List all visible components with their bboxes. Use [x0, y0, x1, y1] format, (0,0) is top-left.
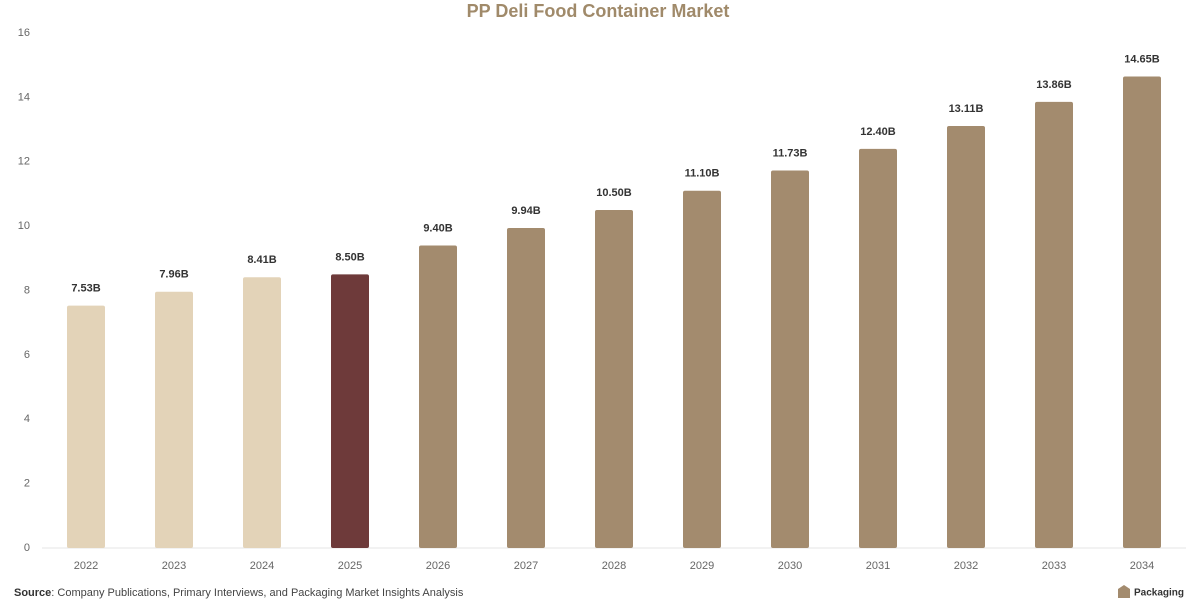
y-tick-label: 16 — [18, 27, 30, 39]
x-tick-label: 2028 — [602, 560, 626, 572]
bar — [595, 210, 633, 548]
source-label: Source — [14, 587, 51, 599]
x-tick-label: 2022 — [74, 560, 98, 572]
bar — [1035, 101, 1073, 548]
x-tick-label: 2032 — [954, 560, 978, 572]
logo-text: Packaging — [1134, 588, 1184, 599]
x-tick-label: 2024 — [250, 560, 274, 572]
value-label: 8.41B — [247, 254, 276, 266]
value-label: 7.53B — [71, 283, 100, 295]
bar — [155, 291, 193, 548]
value-label: 13.11B — [949, 103, 984, 115]
bar — [771, 170, 809, 549]
x-tick-label: 2034 — [1130, 560, 1154, 572]
bar — [683, 190, 721, 548]
x-tick-label: 2026 — [426, 560, 450, 572]
bar — [859, 148, 897, 548]
value-label: 10.50B — [596, 187, 632, 199]
y-tick-label: 10 — [18, 220, 30, 232]
bar — [419, 245, 457, 548]
value-label: 8.50B — [335, 251, 364, 263]
x-tick-label: 2033 — [1042, 560, 1066, 572]
x-tick-label: 2030 — [778, 560, 802, 572]
bar — [331, 274, 369, 548]
y-tick-label: 12 — [18, 156, 30, 168]
y-tick-label: 0 — [24, 542, 30, 554]
x-tick-label: 2029 — [690, 560, 714, 572]
x-tick-label: 2031 — [866, 560, 890, 572]
value-label: 14.65B — [1124, 53, 1160, 65]
bar — [947, 126, 985, 548]
x-tick-label: 2023 — [162, 560, 186, 572]
y-tick-label: 4 — [24, 413, 30, 425]
x-tick-label: 2025 — [338, 560, 362, 572]
value-label: 12.40B — [860, 126, 896, 138]
value-label: 13.86B — [1036, 79, 1072, 91]
value-label: 9.40B — [423, 222, 452, 234]
value-label: 7.96B — [159, 269, 188, 281]
value-label: 11.10B — [685, 168, 720, 180]
value-label: 9.94B — [511, 205, 540, 217]
y-tick-label: 6 — [24, 349, 30, 361]
y-tick-label: 2 — [24, 478, 30, 490]
logo-icon — [1118, 585, 1130, 598]
bar — [67, 305, 105, 548]
bar — [243, 277, 281, 548]
source-text: : Company Publications, Primary Intervie… — [51, 587, 464, 599]
y-tick-label: 8 — [24, 284, 30, 296]
y-tick-label: 14 — [18, 91, 30, 103]
chart-title: PP Deli Food Container Market — [467, 1, 730, 21]
bar — [507, 228, 545, 548]
bar — [1123, 76, 1161, 548]
x-tick-label: 2027 — [514, 560, 538, 572]
source: Source: Company Publications, Primary In… — [14, 587, 464, 599]
value-label: 11.73B — [773, 147, 808, 159]
